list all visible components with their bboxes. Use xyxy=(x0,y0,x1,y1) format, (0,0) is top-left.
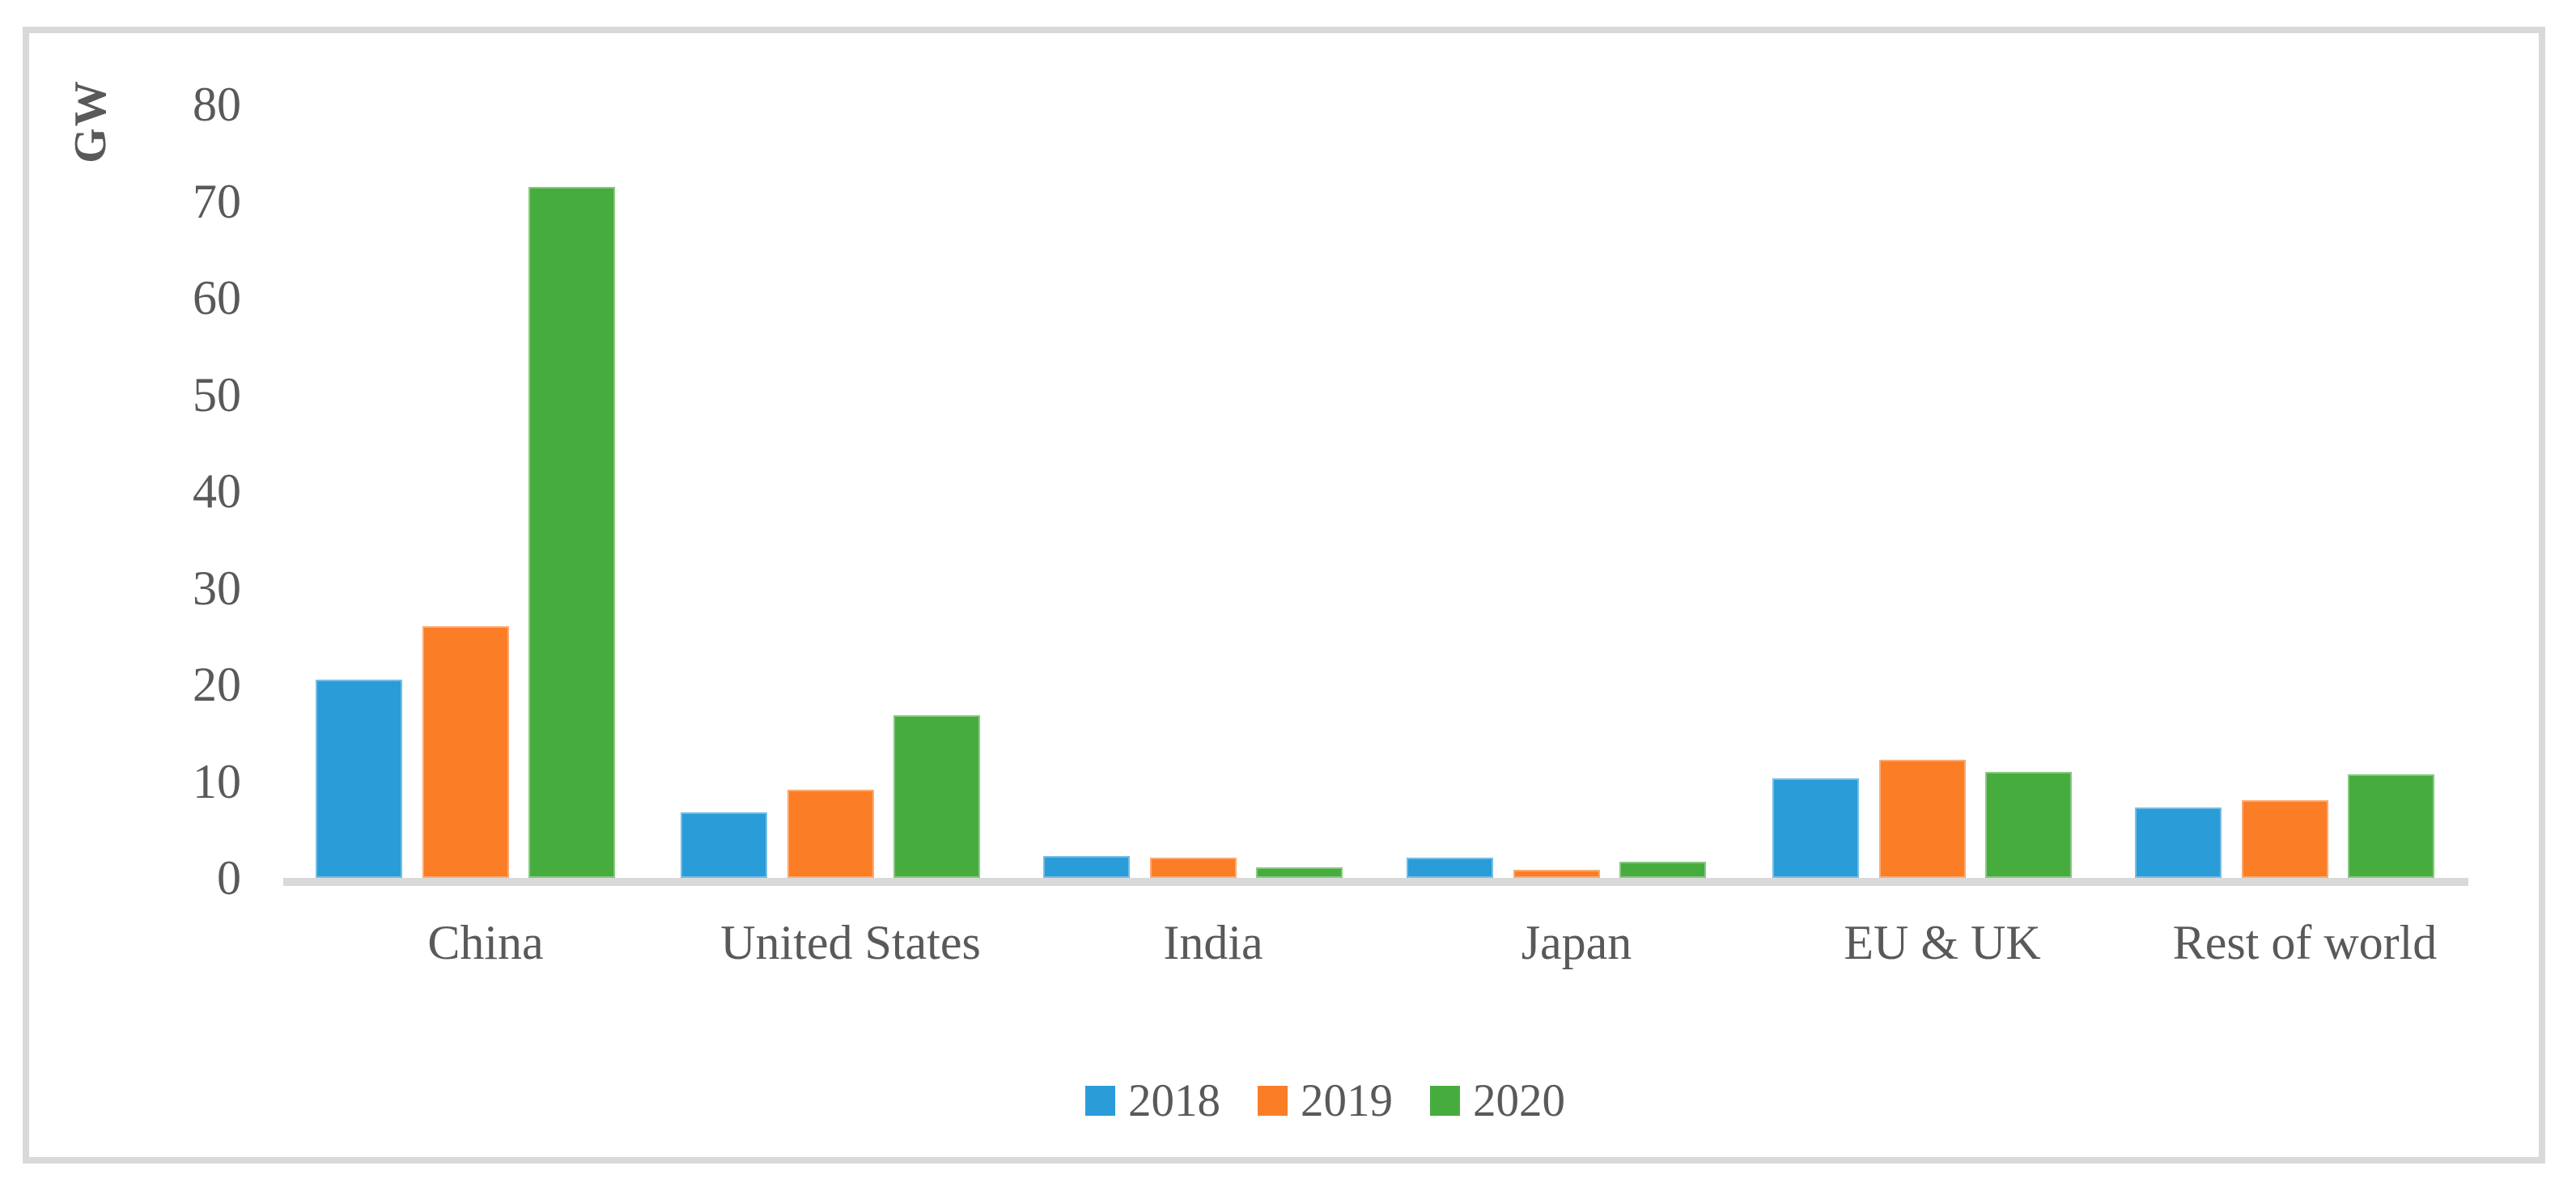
legend-label-2019: 2019 xyxy=(1301,1075,1393,1126)
x-category-label-india: India xyxy=(1163,916,1263,969)
bar-china-2020 xyxy=(528,187,615,878)
bar-china-2019 xyxy=(422,626,509,878)
bar-india-2020 xyxy=(1256,867,1343,878)
bar-india-2018 xyxy=(1043,856,1130,878)
bar-japan-2018 xyxy=(1407,858,1493,878)
y-tick-label: 20 xyxy=(193,658,241,711)
bar-united-states-2020 xyxy=(893,715,980,878)
y-tick-label: 80 xyxy=(193,78,241,131)
legend-item-2018: 2018 xyxy=(1085,1078,1220,1124)
bar-united-states-2019 xyxy=(787,790,874,878)
y-tick-label: 70 xyxy=(193,174,241,228)
legend-label-2020: 2020 xyxy=(1473,1075,1565,1126)
bar-eu-uk-2018 xyxy=(1772,778,1859,878)
bar-india-2019 xyxy=(1150,858,1237,878)
x-category-label-china: China xyxy=(427,916,544,969)
x-category-label-united-states: United States xyxy=(720,916,981,969)
bar-united-states-2018 xyxy=(681,812,767,878)
x-axis-line xyxy=(283,878,2468,886)
legend-item-2019: 2019 xyxy=(1258,1078,1393,1124)
x-category-label-rest-of-world: Rest of world xyxy=(2172,916,2438,969)
legend-swatch-2019 xyxy=(1258,1086,1288,1116)
legend-swatch-2020 xyxy=(1430,1086,1460,1116)
bar-rest-of-world-2020 xyxy=(2348,774,2434,878)
y-tick-label: 50 xyxy=(193,367,241,422)
bar-rest-of-world-2018 xyxy=(2135,807,2222,878)
bar-eu-uk-2020 xyxy=(1985,772,2072,878)
y-tick-label: 10 xyxy=(193,754,241,808)
bar-japan-2019 xyxy=(1513,870,1600,878)
legend-item-2020: 2020 xyxy=(1430,1078,1565,1124)
bar-eu-uk-2019 xyxy=(1879,760,1966,878)
bar-japan-2020 xyxy=(1619,862,1706,878)
chart-frame xyxy=(23,27,2545,1163)
y-tick-label: 30 xyxy=(193,561,241,615)
bar-rest-of-world-2019 xyxy=(2242,800,2328,878)
legend-label-2018: 2018 xyxy=(1128,1075,1220,1126)
y-tick-label: 40 xyxy=(193,464,241,518)
legend-swatch-2018 xyxy=(1085,1086,1115,1116)
bar-china-2018 xyxy=(316,680,402,878)
x-category-label-eu-uk: EU & UK xyxy=(1844,916,2041,969)
x-category-label-japan: Japan xyxy=(1521,916,1632,969)
legend: 2018 2019 2020 xyxy=(37,1078,2576,1124)
y-tick-label: 0 xyxy=(217,851,241,905)
y-tick-label: 60 xyxy=(193,271,241,324)
